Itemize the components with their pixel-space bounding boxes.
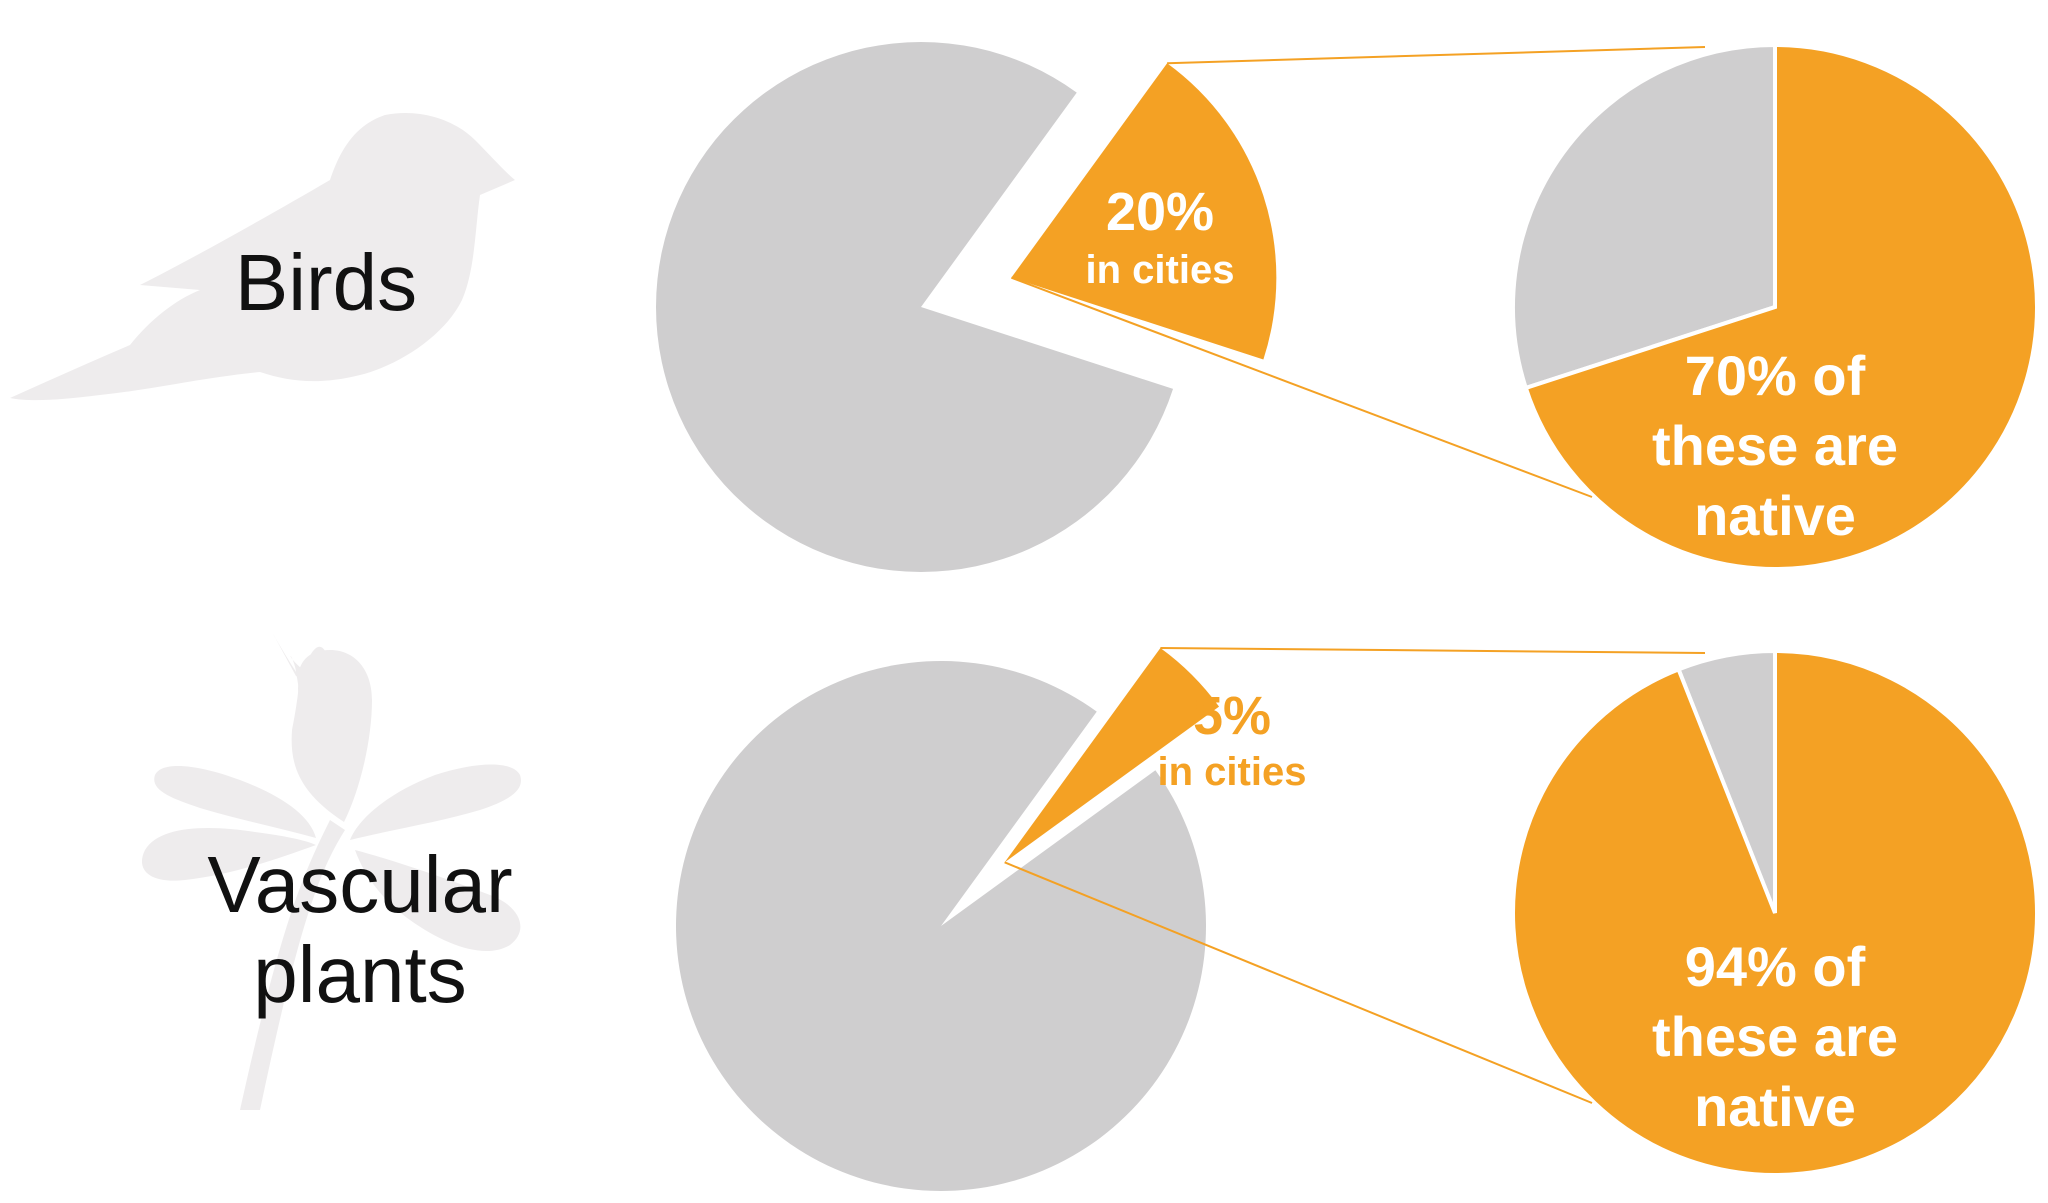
bird-silhouette-icon — [10, 112, 515, 401]
connector-line-bottom — [1004, 861, 1593, 1104]
native-share-label-line: native — [1694, 484, 1856, 547]
native-share-label-line: 70% of — [1685, 344, 1866, 407]
in-cities-text-label: in cities — [1086, 248, 1235, 292]
in-cities-text-label: in cities — [1158, 750, 1307, 794]
native-share-label-line: these are — [1652, 414, 1898, 477]
native-share-label-line: 94% of — [1685, 935, 1866, 998]
connector-line-top — [1167, 46, 1706, 65]
connector-line-bottom — [1010, 276, 1593, 498]
native-share-label-line: these are — [1652, 1005, 1898, 1068]
leaf-sprig-silhouette-icon — [141, 632, 521, 1110]
row-label-line: plants — [253, 929, 467, 1019]
pie-slice-not-in-cities — [675, 661, 1206, 1192]
row-label-vascular-plants: Vascular plants — [170, 840, 550, 1019]
inset-slice-native — [1523, 42, 2039, 571]
connector-line-top — [1160, 646, 1706, 654]
row-label-birds: Birds — [234, 238, 418, 327]
native-share-label-line: native — [1694, 1075, 1856, 1138]
pie-slice-in-cities — [1004, 647, 1220, 863]
row-label-line: Vascular — [207, 840, 513, 929]
in-cities-percent-label: 5% — [1193, 686, 1271, 746]
in-cities-percent-label: 20% — [1106, 182, 1214, 242]
inset-slice-native — [1511, 648, 2039, 1177]
pie-slice-not-in-cities — [655, 42, 1174, 573]
pie-slice-in-cities — [1011, 63, 1277, 360]
inset-slice-non-native — [1511, 42, 1777, 391]
